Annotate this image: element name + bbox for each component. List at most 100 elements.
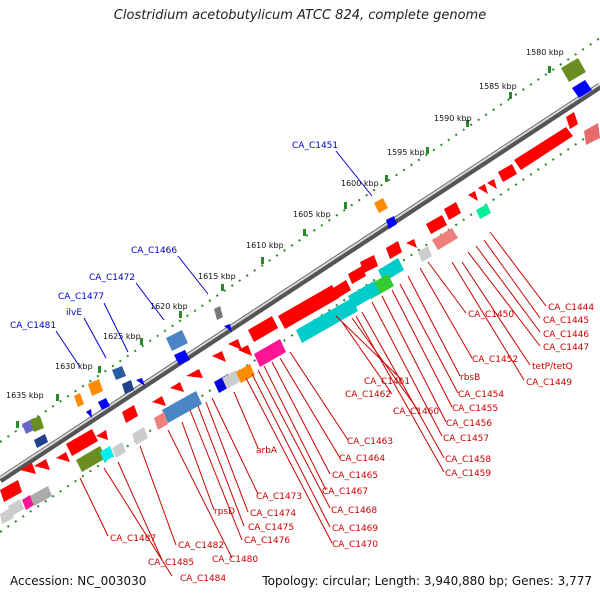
gene-label-ca-c1457[interactable]: CA_C1457 — [443, 434, 489, 444]
gene-arrow — [20, 463, 36, 474]
gene-label-ca-c1465[interactable]: CA_C1465 — [332, 471, 378, 481]
gene-label-ca-c1445[interactable]: CA_C1445 — [543, 316, 589, 326]
gene-label-ca-c1463[interactable]: CA_C1463 — [347, 437, 393, 447]
gene-label-ca-c1459[interactable]: CA_C1459 — [445, 469, 491, 479]
gene-label-ca-c1449[interactable]: CA_C1449 — [526, 378, 572, 388]
gene-label-ca-c1451[interactable]: CA_C1451 — [292, 141, 338, 151]
gene-arrow — [236, 364, 255, 383]
scale-ticks — [16, 66, 551, 428]
gene-label-rpsd[interactable]: rpsD — [214, 507, 235, 517]
gene-arrow — [136, 378, 145, 386]
gene-arrow — [112, 442, 126, 458]
scale-label-1630: 1630 kbp — [55, 362, 93, 371]
gene-label-ca-c1464[interactable]: CA_C1464 — [339, 454, 385, 464]
gene-arrow — [296, 298, 358, 343]
gene-arrow — [374, 198, 388, 213]
gene-arrow — [76, 446, 106, 472]
gene-label-ca-c1450[interactable]: CA_C1450 — [468, 310, 514, 320]
gene-label-ca-c1446[interactable]: CA_C1446 — [543, 330, 589, 340]
gene-arrow — [432, 228, 458, 250]
gene-arrow — [56, 452, 70, 462]
gene-arrow — [100, 446, 114, 462]
gene-label-ca-c1476[interactable]: CA_C1476 — [244, 536, 290, 546]
gene-arrow — [360, 255, 378, 273]
gene-arrow — [228, 339, 242, 350]
gene-label-ca-c1482[interactable]: CA_C1482 — [178, 541, 224, 551]
gene-label-ca-c1461[interactable]: CA_C1461 — [364, 377, 410, 387]
genome-backbone-highlight — [0, 83, 600, 479]
gene-label-rbsb[interactable]: rbsB — [460, 373, 480, 383]
gene-label-ca-c1467[interactable]: CA_C1467 — [322, 487, 368, 497]
gene-label-ca-c1452[interactable]: CA_C1452 — [472, 355, 518, 365]
gene-label-ca-c1481[interactable]: CA_C1481 — [10, 321, 56, 331]
gene-label-tetp-tetq[interactable]: tetP/tetQ — [532, 362, 573, 372]
gene-arrow — [86, 409, 92, 418]
map-title: Clostridium acetobutylicum ATCC 824, com… — [113, 8, 487, 23]
gene-arrow — [468, 191, 478, 201]
gene-arrow — [154, 412, 168, 430]
gene-arrow — [584, 123, 600, 145]
gene-arrow — [498, 164, 517, 182]
gene-label-ca-c1474[interactable]: CA_C1474 — [250, 509, 296, 519]
inner-genes — [0, 112, 600, 524]
gene-label-ilve[interactable]: ilvE — [66, 308, 82, 318]
gene-arrow — [572, 80, 592, 98]
gene-arrow — [122, 380, 134, 394]
gene-label-ca-c1447[interactable]: CA_C1447 — [543, 343, 589, 353]
gene-label-ca-c1477[interactable]: CA_C1477 — [58, 292, 104, 302]
gene-label-ca-c1460[interactable]: CA_C1460 — [393, 407, 439, 417]
gene-label-ca-c1485[interactable]: CA_C1485 — [148, 558, 194, 568]
gene-arrow — [476, 204, 491, 219]
gene-label-ca-c1466[interactable]: CA_C1466 — [131, 246, 177, 256]
gene-arrow — [30, 486, 52, 506]
scale-label-1585: 1585 kbp — [479, 82, 517, 91]
gene-label-ca-c1475[interactable]: CA_C1475 — [248, 523, 294, 533]
gene-label-ca-c1473[interactable]: CA_C1473 — [256, 492, 302, 502]
gene-arrow — [212, 351, 226, 362]
gene-arrow — [426, 215, 447, 234]
gene-arrow — [132, 427, 148, 445]
gene-arrow — [0, 480, 22, 502]
genome-summary-text: Topology: circular; Length: 3,940,880 bp… — [262, 574, 592, 588]
gene-arrow — [386, 241, 402, 259]
gene-arrow — [214, 306, 223, 320]
gene-label-ca-c1454[interactable]: CA_C1454 — [458, 390, 504, 400]
gene-label-ca-c1469[interactable]: CA_C1469 — [332, 524, 378, 534]
gene-arrow — [444, 202, 461, 220]
gene-label-arba[interactable]: arbA — [256, 446, 278, 456]
gene-arrow — [238, 345, 252, 356]
gene-label-ca-c1470[interactable]: CA_C1470 — [332, 540, 378, 550]
outer-genes — [22, 58, 592, 448]
gene-label-ca-c1444[interactable]: CA_C1444 — [548, 303, 594, 313]
gene-arrow — [487, 179, 497, 189]
gene-arrow — [348, 266, 366, 284]
gene-arrow — [222, 370, 241, 389]
gene-arrow — [406, 239, 417, 248]
gene-arrow — [348, 281, 380, 308]
gene-label-ca-c1472[interactable]: CA_C1472 — [89, 273, 135, 283]
accession-text: Accession: NC_003030 — [10, 574, 147, 588]
gene-arrow — [30, 416, 44, 432]
gene-arrow — [418, 246, 432, 262]
gene-arrow — [66, 429, 98, 456]
gene-arrow — [8, 499, 24, 516]
gene-label-ca-c1480[interactable]: CA_C1480 — [212, 555, 258, 565]
gene-arrow — [96, 430, 108, 440]
gene-arrow — [561, 58, 586, 82]
gene-label-ca-c1468[interactable]: CA_C1468 — [331, 506, 377, 516]
scale-label-1615: 1615 kbp — [198, 272, 236, 281]
gene-arrow — [74, 393, 84, 407]
gene-arrow — [170, 382, 184, 392]
gene-label-ca-c1484[interactable]: CA_C1484 — [180, 574, 226, 584]
gene-label-ca-c1487[interactable]: CA_C1487 — [110, 534, 156, 544]
gene-arrow — [248, 316, 278, 342]
gene-arrow — [112, 366, 126, 380]
gene-label-ca-c1458[interactable]: CA_C1458 — [445, 455, 491, 465]
gene-label-ca-c1462[interactable]: CA_C1462 — [345, 390, 391, 400]
gene-arrow — [122, 405, 138, 423]
gene-label-ca-c1455[interactable]: CA_C1455 — [452, 404, 498, 414]
gene-label-ca-c1456[interactable]: CA_C1456 — [446, 419, 492, 429]
blue-leaders — [55, 150, 373, 368]
gene-arrow — [0, 508, 14, 524]
